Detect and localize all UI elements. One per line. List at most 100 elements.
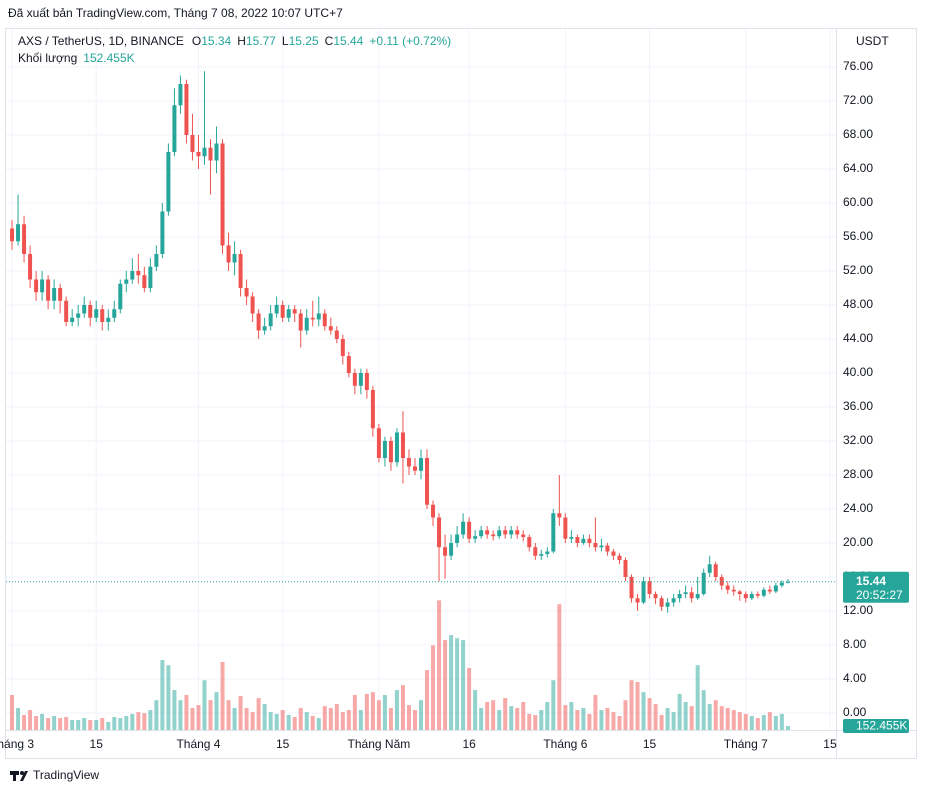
volume-bar bbox=[412, 710, 417, 730]
candle-body bbox=[467, 521, 472, 539]
y-tick-label: 32.00 bbox=[843, 433, 873, 447]
volume-bar bbox=[617, 716, 622, 730]
volume-bar bbox=[671, 712, 676, 730]
x-tick-label: Tháng 3 bbox=[0, 737, 34, 751]
volume-bar bbox=[665, 707, 670, 730]
volume-bar bbox=[346, 710, 351, 730]
volume-bar bbox=[364, 693, 369, 730]
candle-body bbox=[46, 279, 51, 301]
logo bbox=[10, 771, 28, 781]
countdown: 20:52:27 bbox=[856, 588, 903, 602]
volume-bar bbox=[112, 717, 117, 730]
last-price-box bbox=[843, 571, 909, 603]
volume-bar bbox=[581, 707, 586, 730]
x-tick-label: Tháng 7 bbox=[724, 737, 768, 751]
volume-bar bbox=[539, 710, 544, 730]
open-value: 15.34 bbox=[201, 34, 231, 48]
volume-bar bbox=[148, 710, 153, 730]
volume-bar bbox=[503, 698, 508, 730]
volume-bar bbox=[262, 704, 267, 730]
volume-bar bbox=[575, 710, 580, 730]
candle-body bbox=[70, 317, 75, 322]
candle-body bbox=[214, 143, 219, 161]
candle-body bbox=[196, 151, 201, 157]
candle-body bbox=[52, 287, 57, 301]
candle-body bbox=[58, 287, 63, 301]
candle-body bbox=[154, 253, 159, 267]
volume-bar bbox=[232, 707, 237, 730]
volume-bar bbox=[647, 698, 652, 730]
candle-body bbox=[569, 537, 574, 539]
candle-body bbox=[34, 279, 39, 293]
candle-body bbox=[202, 147, 207, 157]
volume-bar bbox=[58, 718, 63, 730]
volume-bar bbox=[569, 702, 574, 730]
candle-body bbox=[665, 602, 670, 607]
x-tick-label: Tháng 4 bbox=[176, 737, 220, 751]
candle-body bbox=[334, 330, 339, 339]
volume-bar bbox=[527, 713, 532, 730]
candle-body bbox=[316, 313, 321, 320]
candle-body bbox=[394, 432, 399, 463]
volume-bar bbox=[340, 712, 345, 730]
candle-body bbox=[437, 517, 442, 548]
volume-bar bbox=[479, 707, 484, 730]
candle-body bbox=[785, 581, 790, 583]
candle-body bbox=[641, 581, 646, 603]
volume-bar bbox=[16, 707, 21, 730]
candle-body bbox=[346, 355, 351, 373]
x-tick-label: 16 bbox=[462, 737, 476, 751]
volume-bar bbox=[268, 712, 273, 730]
candle-body bbox=[328, 326, 333, 331]
y-tick-label: 64.00 bbox=[843, 161, 873, 175]
candle-body bbox=[563, 517, 568, 539]
volume-bar bbox=[563, 705, 568, 730]
header: Đã xuất bản TradingView.com, Tháng 7 08,… bbox=[8, 6, 343, 20]
volume-bar bbox=[425, 670, 430, 730]
candle-body bbox=[274, 304, 279, 314]
candle-body bbox=[268, 313, 273, 327]
open-label: O bbox=[192, 34, 201, 48]
candle-body bbox=[707, 564, 712, 573]
candle-body bbox=[172, 105, 177, 152]
volume-bar bbox=[443, 640, 448, 730]
candle-body bbox=[226, 245, 231, 263]
candle-body bbox=[130, 270, 135, 280]
candle-body bbox=[503, 530, 508, 535]
volume-bar bbox=[394, 690, 399, 730]
candle-body bbox=[767, 589, 772, 592]
volume-bar bbox=[437, 600, 442, 730]
volume-bar bbox=[10, 695, 15, 730]
volume-title: Khối lượng bbox=[18, 51, 77, 65]
candle-body bbox=[238, 253, 243, 288]
candle-body bbox=[310, 317, 315, 320]
volume-bar bbox=[509, 706, 514, 730]
volume-bar bbox=[749, 716, 754, 730]
close-value: 15.44 bbox=[333, 34, 363, 48]
volume-bar bbox=[334, 704, 339, 730]
candle-body bbox=[160, 211, 165, 254]
candle-body bbox=[749, 593, 754, 599]
footer: TradingView bbox=[33, 768, 99, 782]
candle-body bbox=[605, 545, 610, 552]
candle-body bbox=[737, 591, 742, 594]
volume-bar bbox=[677, 693, 682, 730]
candle-body bbox=[725, 585, 730, 590]
candle-body bbox=[593, 542, 598, 548]
y-tick-label: 56.00 bbox=[843, 229, 873, 243]
candle-body bbox=[623, 559, 628, 577]
volume-bar bbox=[352, 695, 357, 730]
volume-bar bbox=[160, 660, 165, 730]
volume-bar bbox=[82, 718, 87, 730]
candle-body bbox=[352, 372, 357, 386]
volume-bar bbox=[473, 690, 478, 730]
volume-bar bbox=[256, 698, 261, 730]
volume-bar bbox=[629, 680, 634, 730]
volume-bar bbox=[310, 716, 315, 730]
legend-main: AXS / TetherUS, 1D, BINANCE O15.34 H15.77 L… bbox=[18, 34, 451, 48]
candle-body bbox=[364, 372, 369, 390]
candle-body bbox=[280, 304, 285, 318]
y-tick-label: 68.00 bbox=[843, 127, 873, 141]
candle-body bbox=[521, 534, 526, 538]
candle-body bbox=[88, 304, 93, 318]
